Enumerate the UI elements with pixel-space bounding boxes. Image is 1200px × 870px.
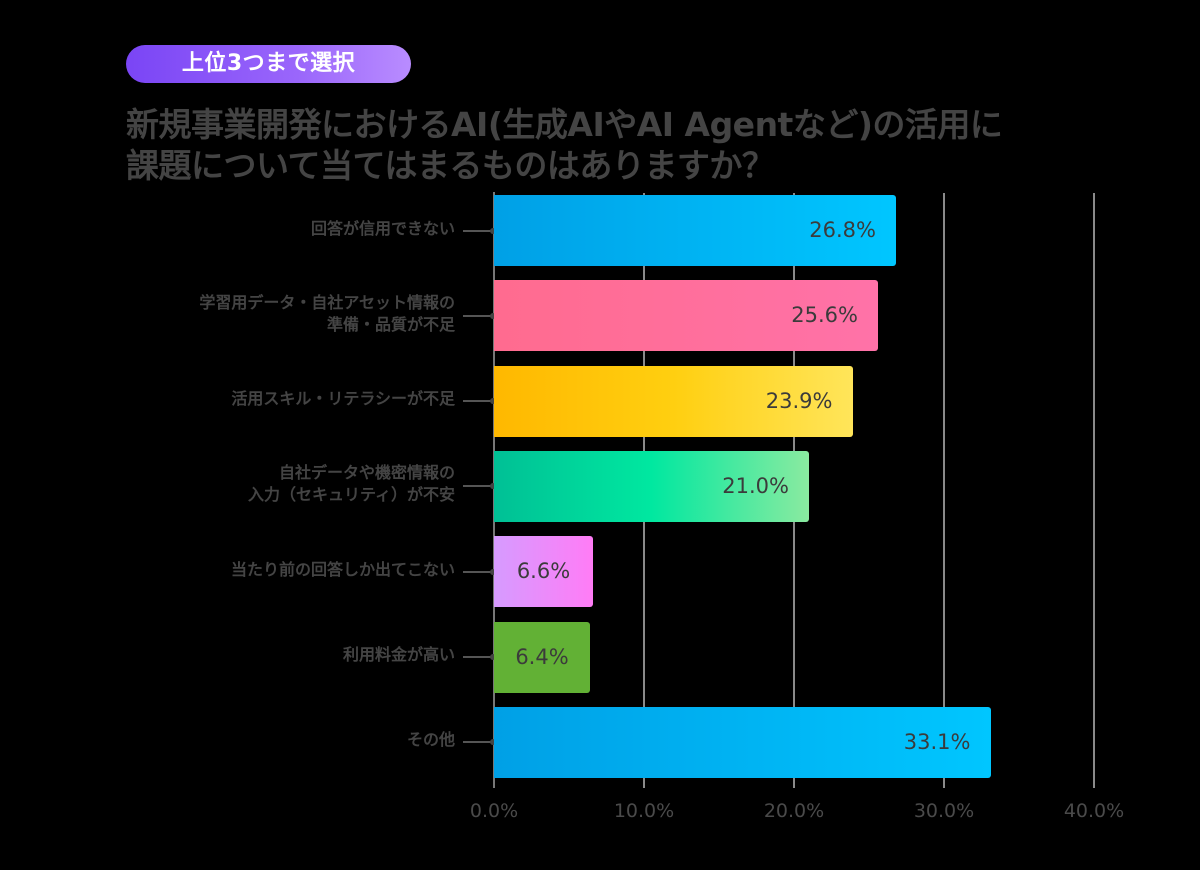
x-axis-tick-label: 30.0% <box>913 800 975 822</box>
bar: 6.4% <box>494 621 590 693</box>
y-axis-tick-dot <box>490 483 496 490</box>
category-label: 活用スキル・リテラシーが不足 <box>95 388 455 410</box>
gridline <box>943 193 945 788</box>
y-axis-tick <box>463 570 494 573</box>
x-axis-tick-label: 20.0% <box>763 800 825 822</box>
category-label: その他 <box>95 729 455 751</box>
bar: 25.6% <box>494 280 878 352</box>
category-label: 利用料金が高い <box>95 644 455 666</box>
bar: 33.1% <box>494 706 991 778</box>
category-label-line: 入力（セキュリティ）が不安 <box>247 485 455 505</box>
x-axis-tick-label: 40.0% <box>1063 800 1125 822</box>
category-label-line: 当たり前の回答しか出てこない <box>230 559 455 579</box>
y-axis-tick-dot <box>490 227 496 234</box>
y-axis-tick-dot <box>490 568 496 575</box>
category-label-line: その他 <box>406 730 455 750</box>
bar: 23.9% <box>494 365 853 437</box>
bar-value-label: 26.8% <box>809 218 876 242</box>
bar-value-label: 21.0% <box>722 473 789 498</box>
category-label-line: 利用料金が高い <box>342 645 455 664</box>
x-axis-tick-label: 10.0% <box>613 800 675 822</box>
y-axis-tick <box>463 229 494 232</box>
selection-note-badge: 上位3つまで選択 <box>126 45 411 83</box>
bar-value-label: 25.6% <box>791 303 858 328</box>
bar-value-label: 23.9% <box>765 388 833 413</box>
bar: 26.8% <box>494 195 896 266</box>
bar: 6.6% <box>494 536 593 608</box>
y-axis-tick <box>463 314 494 317</box>
category-label: 自社データや機密情報の 入力（セキュリティ）が不安 <box>95 462 455 506</box>
y-axis-tick-dot <box>490 312 496 319</box>
y-axis-tick <box>463 656 494 658</box>
gridline <box>1093 193 1095 788</box>
bar: 21.0% <box>494 450 809 522</box>
category-label-line: 回答が信用できない <box>310 218 455 238</box>
category-label: 学習用データ・自社アセット情報の 準備・品質が不足 <box>95 292 455 336</box>
category-label: 回答が信用できない <box>95 218 455 240</box>
y-axis-tick-dot <box>490 739 496 746</box>
y-axis-tick-dot <box>490 654 496 660</box>
bar-value-label: 6.6% <box>516 559 571 584</box>
category-label-line: 学習用データ・自社アセット情報の <box>199 292 455 312</box>
y-axis-tick <box>463 400 494 403</box>
y-axis-tick <box>463 485 494 488</box>
category-label: 当たり前の回答しか出てこない <box>95 559 455 581</box>
y-axis-tick-dot <box>490 398 496 405</box>
category-label-line: 自社データや機密情報の <box>278 463 455 483</box>
bar-value-label: 33.1% <box>903 729 971 754</box>
chart-title-line-2: 課題について当てはまるものはありますか？ <box>126 146 775 185</box>
category-label-line: 準備・品質が不足 <box>326 314 455 334</box>
x-axis-tick-label: 0.0% <box>469 800 519 822</box>
category-label-line: 活用スキル・リテラシーが不足 <box>231 389 455 409</box>
chart-title: 新規事業開発におけるAI(生成AIやAI Agentなど)の活用に 課題について… <box>126 104 1126 186</box>
chart-title-line-1: 新規事業開発におけるAI(生成AIやAI Agentなど)の活用に <box>126 105 1003 144</box>
y-axis-tick <box>463 741 494 744</box>
bar-value-label: 6.4% <box>515 644 569 669</box>
